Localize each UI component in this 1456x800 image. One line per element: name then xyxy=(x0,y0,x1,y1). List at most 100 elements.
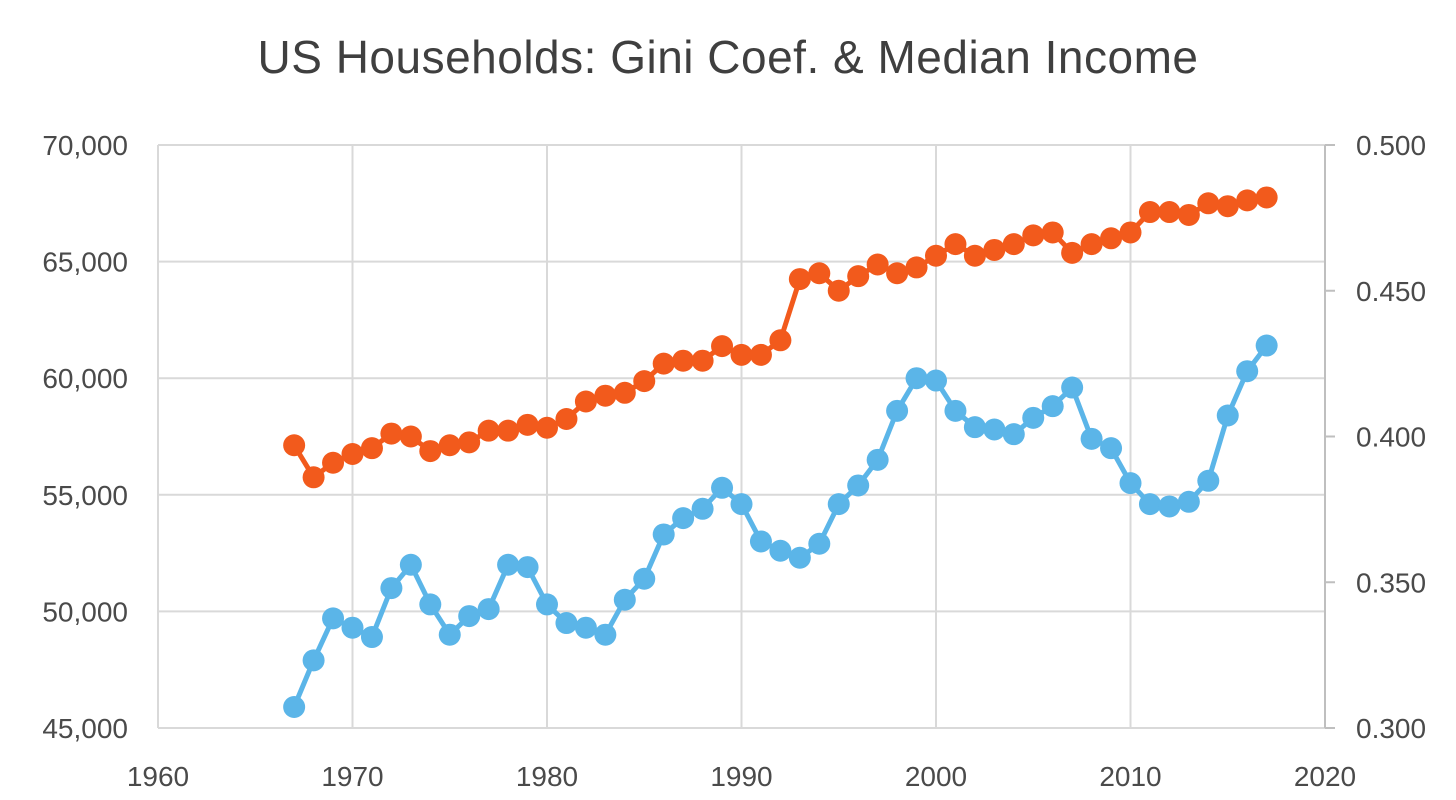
label-layer: 45,000 50,000 55,000 60,000 65,000 70,000 0.30… xyxy=(42,130,1426,792)
gini-coefficient-point xyxy=(1080,233,1103,256)
median-income-point xyxy=(905,367,928,390)
gini-coefficient-point xyxy=(613,381,636,404)
gini-coefficient-point xyxy=(866,253,889,276)
median-income-point xyxy=(963,416,986,439)
median-income-point xyxy=(360,626,383,649)
median-income-point xyxy=(302,649,325,672)
median-income-point xyxy=(594,623,617,646)
gini-coefficient-point xyxy=(633,370,656,393)
gini-coefficient-point xyxy=(672,349,695,372)
gini-coefficient-point xyxy=(1119,221,1142,244)
gini-coefficient-point xyxy=(1197,192,1220,215)
y-left-tick-label: 45,000 xyxy=(42,713,128,744)
chart-title: US Households: Gini Coef. & Median Incom… xyxy=(257,31,1199,83)
median-income-point xyxy=(711,476,734,499)
x-tick-label: 1980 xyxy=(516,761,578,792)
median-income-point xyxy=(1022,406,1045,429)
median-income-point xyxy=(458,605,481,628)
gini-coefficient-point xyxy=(1236,189,1259,212)
gini-coefficient-point xyxy=(555,408,578,431)
median-income-point xyxy=(1177,490,1200,513)
median-income-point xyxy=(886,399,909,422)
median-income-point xyxy=(1158,495,1181,518)
median-income-point xyxy=(399,553,422,576)
median-income-point xyxy=(283,696,306,719)
x-tick-label: 1990 xyxy=(710,761,772,792)
gini-coefficient-point xyxy=(360,437,383,460)
gini-coefficient-point xyxy=(1216,195,1239,218)
median-income-point xyxy=(1216,404,1239,427)
x-tick-label: 2000 xyxy=(905,761,967,792)
gini-coefficient-point xyxy=(827,279,850,302)
median-income-point xyxy=(808,532,831,555)
median-income-point xyxy=(1080,427,1103,450)
gini-coefficient-point xyxy=(944,233,967,256)
median-income-point xyxy=(1255,334,1278,357)
median-income-point xyxy=(749,530,772,553)
gini-coefficient-point xyxy=(1100,227,1123,250)
median-income-point xyxy=(1061,376,1084,399)
y-right-tick-label: 0.500 xyxy=(1356,130,1426,161)
gini-coefficient-point xyxy=(905,256,928,279)
median-income-point xyxy=(516,556,539,579)
gini-coefficient-point xyxy=(963,244,986,267)
gini-coefficient-point xyxy=(788,268,811,291)
grid-layer xyxy=(157,144,1326,729)
gini-coefficient-point xyxy=(711,335,734,358)
gini-coefficient-point xyxy=(983,238,1006,261)
median-income-point xyxy=(419,593,442,616)
x-tick-label: 1960 xyxy=(127,761,189,792)
y-left-tick-label: 65,000 xyxy=(42,247,128,278)
gini-coefficient-point xyxy=(322,451,345,474)
gini-coefficient-point xyxy=(808,262,831,285)
gini-coefficient-point xyxy=(458,431,481,454)
gini-coefficient-point xyxy=(516,413,539,436)
median-income-point xyxy=(925,369,947,392)
axis-layer xyxy=(1324,144,1335,729)
gini-coefficient-point xyxy=(536,416,558,439)
median-income-point xyxy=(1100,437,1123,460)
gini-coefficient-point xyxy=(1041,221,1064,244)
gini-coefficient-point xyxy=(1158,201,1181,224)
gini-coefficient-point xyxy=(1022,224,1045,247)
gini-coefficient-point xyxy=(497,419,520,442)
median-income-point xyxy=(672,507,695,530)
y-right-tick-label: 0.350 xyxy=(1356,567,1426,598)
gini-coefficient-point xyxy=(283,434,306,457)
gini-coefficient-point xyxy=(477,419,500,442)
median-income-point xyxy=(341,616,364,639)
median-income-point xyxy=(1002,423,1025,446)
median-income-point xyxy=(1119,472,1142,495)
median-income-point xyxy=(866,448,889,471)
gini-coefficient-point xyxy=(886,262,909,285)
median-income-point xyxy=(613,588,636,611)
y-left-tick-label: 60,000 xyxy=(42,363,128,394)
y-right-tick-label: 0.450 xyxy=(1356,276,1426,307)
gini-coefficient-point xyxy=(769,329,792,352)
gini-coefficient-point xyxy=(574,390,597,413)
median-income-point xyxy=(322,607,345,630)
gini-coefficient-point xyxy=(1002,233,1025,256)
median-income-point xyxy=(1197,469,1220,492)
median-income-point xyxy=(380,577,403,600)
y-right-tick-label: 0.400 xyxy=(1356,422,1426,453)
median-income-point xyxy=(555,612,578,635)
gini-coefficient-point xyxy=(380,422,403,445)
median-income-point xyxy=(652,523,675,546)
median-income-line xyxy=(291,343,1270,710)
gini-coefficient-point xyxy=(749,343,772,366)
gini-coefficient-point xyxy=(652,352,675,375)
y-left-tick-label: 50,000 xyxy=(42,596,128,627)
gini-coefficient-point xyxy=(847,265,870,288)
median-income-point xyxy=(691,497,714,520)
y-left-tick-label: 70,000 xyxy=(42,130,128,161)
gini-coefficient-point xyxy=(730,343,753,366)
y-right-tick-label: 0.300 xyxy=(1356,713,1426,744)
median-income-point xyxy=(769,539,792,562)
x-tick-label: 2020 xyxy=(1294,761,1356,792)
x-tick-label: 1970 xyxy=(321,761,383,792)
median-income-point xyxy=(438,623,461,646)
gini-coefficient-point xyxy=(419,440,442,463)
gini-coefficient-point xyxy=(925,244,947,267)
